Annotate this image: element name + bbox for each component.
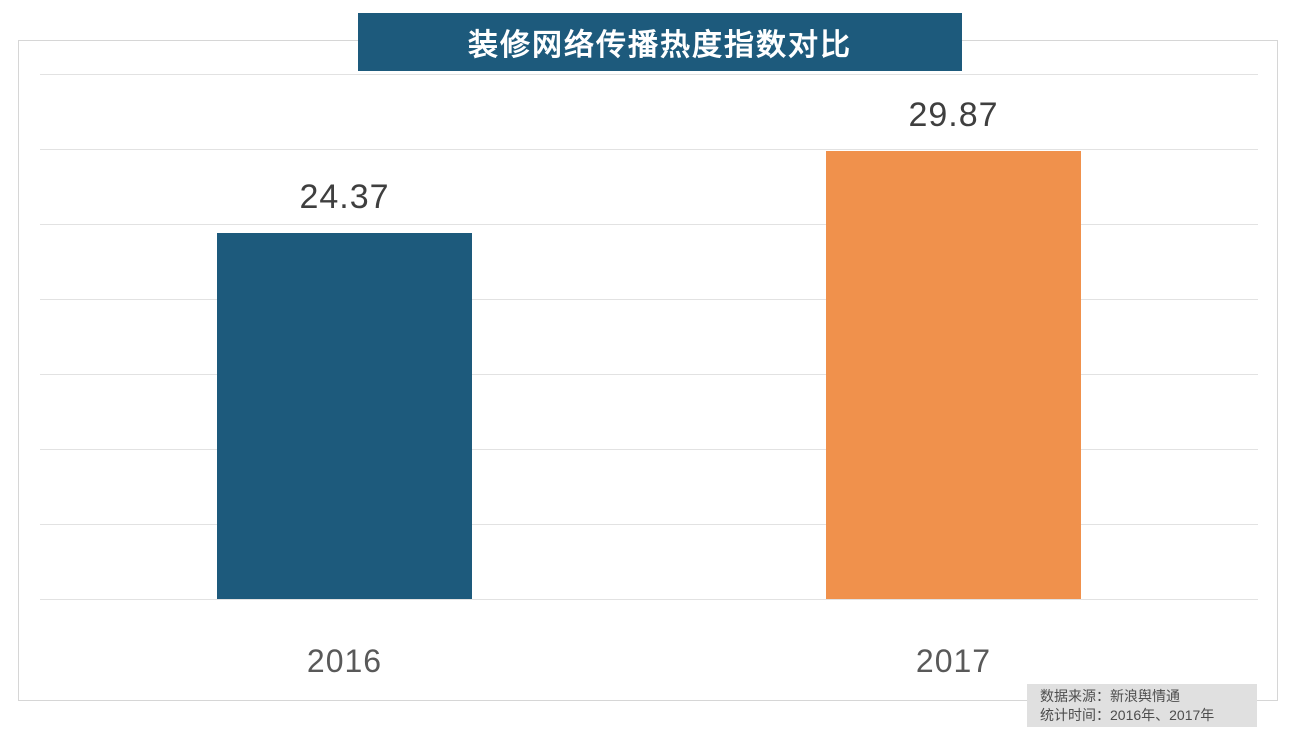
bar-2016 (217, 233, 472, 599)
source-line-1: 数据来源：新浪舆情通 (1040, 688, 1180, 704)
gridline-y25 (40, 224, 1258, 225)
value-label-2017: 29.87 (908, 95, 999, 134)
gridline-y10 (40, 449, 1258, 450)
chart-title-box: 装修网络传播热度指数对比 (358, 13, 962, 71)
chart-title: 装修网络传播热度指数对比 (468, 29, 852, 62)
source-note: 数据来源：新浪舆情通 统计时间：2016年、2017年 (1027, 684, 1257, 727)
value-label-2016: 24.37 (299, 178, 390, 217)
gridline-y0 (40, 599, 1258, 600)
gridline-y15 (40, 374, 1258, 375)
gridline-y5 (40, 524, 1258, 525)
gridline-y20 (40, 299, 1258, 300)
source-line-2: 统计时间：2016年、2017年 (1040, 707, 1215, 723)
gridline-y30 (40, 149, 1258, 150)
category-label-2016: 2016 (306, 643, 383, 679)
category-label-2017: 2017 (915, 643, 992, 679)
bar-2017 (826, 150, 1081, 599)
gridline-y35 (40, 74, 1258, 75)
